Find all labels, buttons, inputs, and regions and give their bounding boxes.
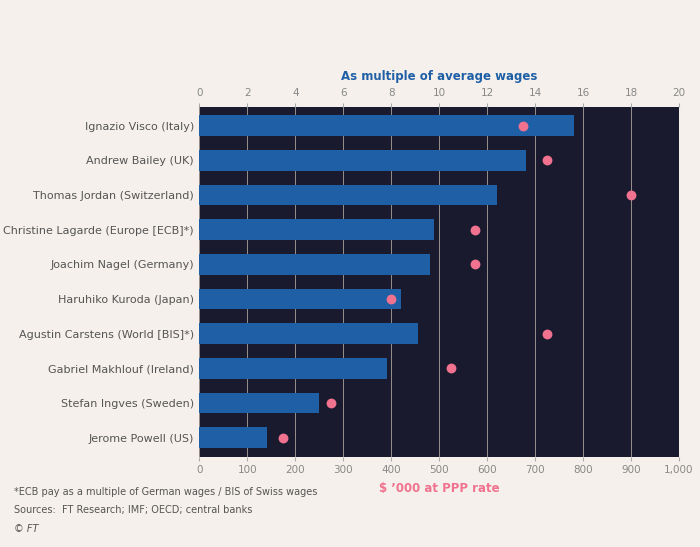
Bar xyxy=(199,115,573,136)
Bar xyxy=(199,393,319,414)
Bar xyxy=(199,289,401,310)
Point xyxy=(446,364,457,373)
Bar xyxy=(199,185,497,206)
X-axis label: $ ’000 at PPP rate: $ ’000 at PPP rate xyxy=(379,482,500,495)
Text: *ECB pay as a multiple of German wages / BIS of Swiss wages: *ECB pay as a multiple of German wages /… xyxy=(14,487,317,497)
Point xyxy=(278,433,289,442)
Point xyxy=(326,399,337,408)
Point xyxy=(386,295,397,304)
Bar xyxy=(199,323,418,344)
Text: © FT: © FT xyxy=(14,523,38,534)
X-axis label: As multiple of average wages: As multiple of average wages xyxy=(341,70,538,83)
Bar xyxy=(199,254,430,275)
Point xyxy=(626,191,637,200)
Point xyxy=(470,260,481,269)
Bar xyxy=(199,219,435,240)
Point xyxy=(542,156,553,165)
Bar xyxy=(199,427,267,448)
Point xyxy=(517,121,528,130)
Bar xyxy=(199,150,526,171)
Point xyxy=(542,329,553,338)
Bar xyxy=(199,358,386,379)
Point xyxy=(470,225,481,234)
Text: Sources:  FT Research; IMF; OECD; central banks: Sources: FT Research; IMF; OECD; central… xyxy=(14,505,253,515)
